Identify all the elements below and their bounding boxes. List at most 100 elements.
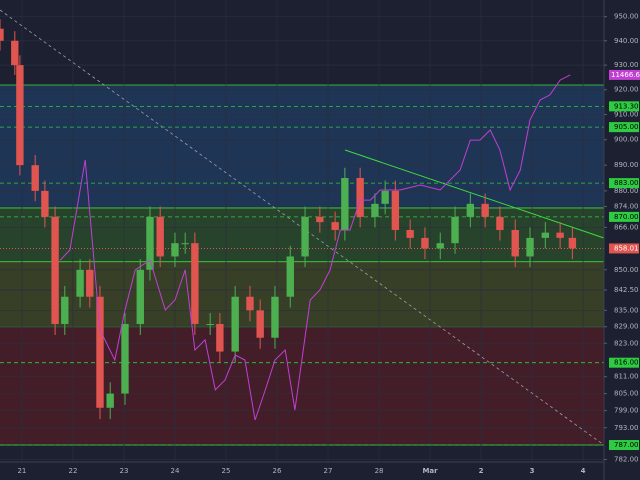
candle-body	[191, 243, 199, 324]
candle-body	[496, 216, 504, 230]
candle-body	[11, 40, 19, 66]
candle-body	[421, 237, 429, 249]
candle-body	[481, 203, 489, 217]
candle-body	[331, 222, 339, 230]
candle-body	[341, 177, 349, 230]
candle-body	[391, 190, 400, 230]
candle-body	[76, 269, 84, 297]
candle-body	[451, 216, 459, 244]
level-label-bg	[609, 101, 639, 112]
level-label-bg	[609, 178, 639, 189]
series-last-label: 11466.6	[611, 71, 640, 79]
y-tick-label: 950.00	[614, 13, 639, 21]
y-tick-label: 940.00	[614, 37, 639, 45]
candle-body	[301, 216, 309, 257]
y-tick-label: 920.00	[614, 86, 639, 94]
candle-body	[136, 269, 144, 324]
price-axis	[604, 0, 640, 480]
candle-body	[568, 237, 577, 249]
x-tick-label: 2	[479, 467, 484, 475]
candle-body	[231, 296, 239, 352]
y-tick-label: 782.00	[614, 456, 639, 464]
last-price-bg	[609, 243, 639, 254]
candle-body	[466, 203, 475, 217]
candle-body	[61, 296, 69, 324]
level-label: 816.00	[614, 359, 639, 367]
x-tick-label: 28	[375, 467, 384, 475]
candle-body	[246, 296, 254, 311]
candle-body	[41, 190, 49, 217]
y-tick-label: 930.00	[614, 61, 639, 69]
candle-body	[31, 165, 39, 191]
candle-body	[316, 216, 324, 223]
candle-body	[271, 296, 279, 338]
level-label-bg	[609, 122, 639, 133]
y-tick-label: 910.00	[614, 111, 639, 119]
candle-body	[121, 323, 129, 394]
x-tick-label: 21	[17, 467, 26, 475]
y-tick-label: 866.00	[614, 223, 639, 231]
candle-body	[256, 310, 264, 338]
level-label: 787.00	[614, 441, 639, 449]
candle-body	[216, 323, 224, 352]
candle-body	[556, 232, 564, 238]
candle-body	[406, 229, 414, 238]
resistance-trendline	[344, 149, 605, 239]
zones	[0, 84, 604, 446]
candle-body	[206, 323, 214, 325]
candle-body	[381, 190, 389, 204]
level-label-bg	[609, 440, 639, 451]
candle-body	[511, 229, 519, 257]
candle-body	[86, 269, 94, 297]
y-tick-label: 835.00	[614, 306, 639, 314]
level-label: 905.00	[614, 123, 639, 131]
x-tick-label: 4	[581, 467, 586, 475]
level-label: 870.00	[614, 213, 639, 221]
x-tick-label: Mar	[422, 467, 438, 475]
candle-body	[106, 393, 114, 408]
candle-body	[181, 243, 189, 245]
level-label: 883.00	[614, 179, 639, 187]
y-tick-label: 811.00	[614, 373, 639, 381]
x-tick-label: 26	[273, 467, 282, 475]
candle-body	[541, 232, 550, 238]
y-tick-label: 850.00	[614, 266, 639, 274]
candle-body	[436, 243, 444, 249]
y-tick-label: 793.00	[614, 424, 639, 432]
series-last-bg	[609, 69, 640, 80]
y-tick-label: 823.00	[614, 339, 639, 347]
level-label-bg	[609, 211, 639, 222]
y-tick-label: 805.00	[614, 390, 639, 398]
y-tick-label: 842.50	[614, 286, 639, 294]
x-tick-label: 25	[222, 467, 231, 475]
candle-body	[156, 216, 164, 257]
x-tick-label: 27	[324, 467, 333, 475]
candle-body	[51, 216, 59, 324]
grid	[0, 0, 604, 462]
candle-body	[0, 28, 4, 41]
candle-body	[356, 177, 364, 217]
zone	[0, 85, 604, 209]
candle-body	[171, 243, 179, 257]
candle-body	[16, 65, 24, 166]
y-tick-label: 829.00	[614, 323, 639, 331]
data	[0, 19, 577, 421]
y-tick-label: 900.00	[614, 136, 639, 144]
candle-body	[371, 203, 379, 217]
candle-body	[286, 256, 294, 297]
x-tick-label: 23	[120, 467, 129, 475]
x-tick-label: 3	[530, 467, 535, 475]
x-tick-label: 24	[171, 467, 180, 475]
candle-body	[146, 216, 154, 270]
candle-body	[526, 237, 534, 257]
level-label: 913.30	[614, 102, 639, 110]
last-price-label: 858.01	[614, 244, 639, 252]
y-tick-label: 799.00	[614, 407, 639, 415]
x-tick-label: 22	[68, 467, 77, 475]
line-series	[59, 74, 571, 421]
y-tick-label: 890.00	[614, 161, 639, 169]
level-label-bg	[609, 357, 639, 368]
candle-body	[96, 296, 104, 408]
zone	[0, 326, 604, 446]
